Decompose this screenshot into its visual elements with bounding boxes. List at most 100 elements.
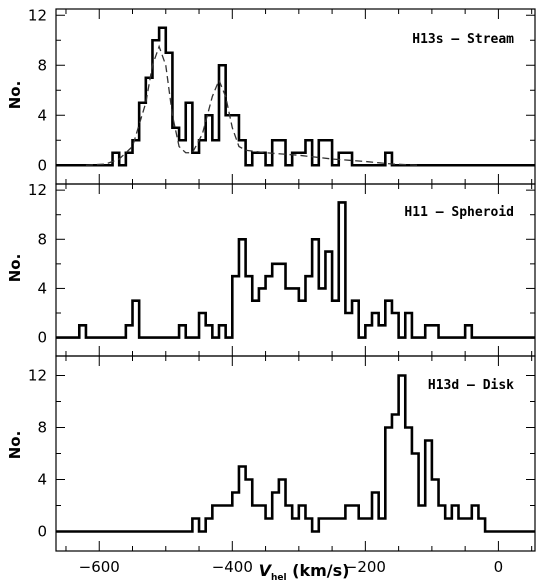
histogram-bin [345,313,352,338]
histogram-bin [239,467,246,532]
y-axis-label-disk: No. [6,431,24,460]
histogram-bin [192,519,199,532]
histogram-bin [325,252,332,338]
histogram-bin [359,519,366,532]
histogram-bin [352,301,359,338]
y-axis-label-stream: No. [6,81,24,110]
histogram-bin [219,506,226,532]
histogram-bin [365,519,372,532]
panel-disk: H13d – Disk No. [6,378,514,459]
panel-spheroid: H11 – Spheroid No. [6,205,514,282]
histogram-bin [452,506,459,532]
histogram-bin [478,519,485,532]
x-axis-label-unit: (km/s) [287,561,350,580]
histogram-bin [199,313,206,338]
panel-label-stream: H13s – Stream [412,32,514,47]
histogram-bin [439,506,446,532]
histogram-bin [472,506,479,532]
histogram-bin [352,506,359,532]
histogram-bin [219,325,226,337]
histogram-bin [126,325,133,337]
histogram-bin [232,115,239,165]
x-tick-label: 0 [494,558,504,576]
histogram-bin [212,506,219,532]
histogram-bin [292,288,299,337]
histogram-bin [279,480,286,532]
histogram-bin [345,506,352,532]
histogram-bin [405,428,412,532]
histogram-bin [319,288,326,337]
histogram-bin [232,493,239,532]
panel-label-spheroid: H11 – Spheroid [404,205,514,220]
plot-area-stream: 0 4 8 12 [28,6,536,185]
histogram-bin [345,153,352,166]
histogram-bin [259,288,266,337]
plot-area-disk: 0 4 8 12 [28,355,536,552]
histogram-bin [252,153,259,166]
histogram-bin [286,506,293,532]
histogram-bin [259,153,266,166]
y-tick-label: 8 [37,419,47,437]
histogram-bin [206,325,213,337]
histogram-bin [305,519,312,532]
x-tick-label: −600 [79,558,120,576]
histogram-bin [152,40,159,165]
histogram-bin [425,441,432,532]
panel-stream: H13s – Stream No. [6,32,514,109]
y-tick-label: 4 [37,471,47,489]
y-tick-label: 12 [28,367,47,385]
histogram-bin [372,493,379,532]
histogram-bin [146,78,153,166]
histogram-bin [239,239,246,337]
histogram-bin [319,519,326,532]
histogram-bin [339,202,346,337]
histogram-bin [259,506,266,532]
histogram-bin [332,519,339,532]
histogram-bin [212,140,219,165]
histogram-bin [292,519,299,532]
histogram-bin [432,325,439,337]
y-tick-label: 0 [37,329,47,347]
histogram-bin [279,264,286,338]
histogram-bin [419,506,426,532]
histogram-bin [272,264,279,338]
histogram-bin [286,288,293,337]
histogram-bin [126,153,133,166]
histogram-bin [179,140,186,165]
y-tick-label: 8 [37,56,47,74]
histogram-bin [305,140,312,165]
histogram-bin [392,415,399,532]
histogram-bin [392,313,399,338]
histogram-bin [319,140,326,165]
histogram-bin [385,301,392,338]
histogram-bin [365,325,372,337]
histogram-bin [299,506,306,532]
histogram-bin [179,325,186,337]
histogram-bin [379,519,386,532]
histogram-bin [312,239,319,337]
histogram-bin [79,325,86,337]
histogram-bin [239,140,246,165]
histogram-bin [133,301,140,338]
histogram-bin [192,153,199,166]
histogram-bin [325,140,332,165]
histogram-bin [272,493,279,532]
histogram-bin [232,276,239,337]
histogram-bin [405,313,412,338]
histogram-bin [206,519,213,532]
histogram-bin [385,428,392,532]
histogram-bin [399,376,406,532]
histogram-bin [412,454,419,532]
histogram-bin [379,325,386,337]
histogram-bin [458,519,465,532]
y-axis-label-spheroid: No. [6,254,24,283]
y-tick-label: 0 [37,523,47,541]
histogram-bin [445,519,452,532]
y-tick-label: 8 [37,230,47,248]
histogram-bin [325,519,332,532]
x-axis-label-main: V [259,561,273,580]
y-tick-label: 12 [28,181,47,199]
histogram-bin [425,325,432,337]
histogram-bin [199,140,206,165]
histogram-bin [206,115,213,165]
